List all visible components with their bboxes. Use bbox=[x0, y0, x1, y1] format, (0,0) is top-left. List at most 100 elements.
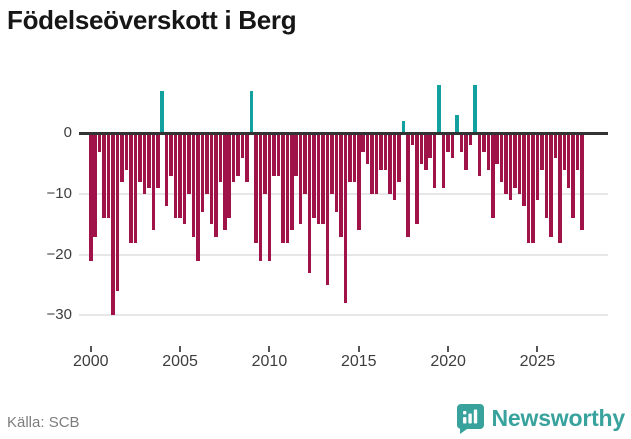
bar-negative bbox=[307, 133, 312, 273]
bar-negative bbox=[571, 133, 575, 219]
bar-negative bbox=[482, 133, 486, 152]
bar-negative bbox=[120, 133, 124, 182]
bar-negative bbox=[281, 133, 285, 243]
bar-negative bbox=[428, 133, 432, 158]
bar-negative bbox=[240, 133, 245, 158]
bar-negative bbox=[267, 133, 272, 261]
x-tick-mark bbox=[357, 346, 360, 352]
bar-negative bbox=[432, 133, 437, 188]
bar-negative bbox=[517, 133, 522, 195]
bar-negative bbox=[343, 133, 348, 304]
bar-negative bbox=[544, 133, 549, 219]
bar-negative bbox=[303, 133, 307, 195]
gridline bbox=[79, 314, 608, 317]
zero-axis-line bbox=[79, 131, 608, 135]
y-tick-label: −20 bbox=[46, 245, 72, 263]
bar-negative bbox=[115, 133, 120, 292]
bar-negative bbox=[245, 133, 249, 182]
bar-negative bbox=[410, 133, 415, 146]
bar-negative bbox=[169, 133, 173, 176]
y-tick-label: 0 bbox=[63, 124, 72, 142]
bar-negative bbox=[187, 133, 191, 195]
gridline bbox=[79, 193, 608, 196]
newsworthy-branding[interactable]: Newsworthy bbox=[456, 402, 625, 434]
bar-negative bbox=[272, 133, 276, 176]
bar-negative bbox=[504, 133, 508, 195]
bar-negative bbox=[263, 133, 267, 195]
bar-negative bbox=[558, 133, 562, 243]
bar-negative bbox=[348, 133, 352, 182]
bar-negative bbox=[365, 133, 370, 164]
bar-positive bbox=[249, 90, 254, 134]
bar-negative bbox=[138, 133, 142, 182]
bar-negative bbox=[111, 133, 115, 316]
bar-negative bbox=[330, 133, 334, 195]
bar-positive bbox=[401, 121, 406, 134]
bar-negative bbox=[486, 133, 491, 170]
x-tick-mark bbox=[89, 346, 92, 352]
bar-positive bbox=[160, 90, 164, 134]
bar-negative bbox=[383, 133, 388, 170]
bar-negative bbox=[522, 133, 526, 207]
bar-negative bbox=[102, 133, 106, 219]
newsworthy-logo-icon bbox=[456, 403, 485, 434]
bar-negative bbox=[191, 133, 196, 237]
bar-negative bbox=[562, 133, 566, 170]
bar-negative bbox=[200, 133, 205, 213]
bar-positive bbox=[473, 84, 477, 134]
bar-negative bbox=[379, 133, 383, 170]
bar-negative bbox=[575, 133, 580, 170]
bar-negative bbox=[513, 133, 517, 188]
bar-negative bbox=[566, 133, 571, 188]
y-tick-label: −30 bbox=[46, 306, 72, 324]
bar-negative bbox=[285, 133, 290, 243]
bar-negative bbox=[147, 133, 151, 188]
bar-negative bbox=[325, 133, 330, 286]
bar-negative bbox=[334, 133, 339, 213]
x-tick-mark bbox=[179, 346, 182, 352]
bar-negative bbox=[214, 133, 218, 237]
bar-negative bbox=[290, 133, 294, 231]
source-caption: Källa: SCB bbox=[7, 414, 80, 431]
bar-negative bbox=[218, 133, 223, 182]
bar-negative bbox=[397, 133, 401, 182]
bar-negative bbox=[388, 133, 392, 195]
bar-negative bbox=[258, 133, 263, 261]
gridline bbox=[79, 253, 608, 256]
bar-negative bbox=[151, 133, 156, 231]
bar-negative bbox=[97, 133, 102, 152]
bar-negative bbox=[142, 133, 147, 195]
bar-negative bbox=[178, 133, 182, 219]
x-tick-mark bbox=[268, 346, 271, 352]
bar-negative bbox=[294, 133, 298, 176]
bar-negative bbox=[553, 133, 558, 158]
bar-negative bbox=[415, 133, 419, 225]
bar-negative bbox=[196, 133, 200, 261]
bar-negative bbox=[227, 133, 231, 219]
bar-negative bbox=[459, 133, 464, 152]
x-tick-mark bbox=[447, 346, 450, 352]
bar-negative bbox=[491, 133, 495, 219]
bar-negative bbox=[298, 133, 303, 225]
bar-negative bbox=[374, 133, 379, 195]
x-tick-label: 2015 bbox=[340, 353, 377, 370]
bar-negative bbox=[446, 133, 450, 152]
x-tick-label: 2010 bbox=[251, 353, 288, 370]
bar-negative bbox=[441, 133, 446, 188]
bar-positive bbox=[437, 84, 441, 134]
bar-negative bbox=[106, 133, 111, 219]
bar-negative bbox=[124, 133, 129, 170]
bar-positive bbox=[455, 115, 459, 134]
bar-negative bbox=[464, 133, 468, 170]
bar-negative bbox=[209, 133, 214, 225]
x-tick-label: 2025 bbox=[519, 353, 556, 370]
bar-negative bbox=[276, 133, 281, 176]
bar-negative bbox=[223, 133, 227, 231]
bar-negative bbox=[540, 133, 544, 170]
bar-negative bbox=[182, 133, 187, 225]
y-tick-label: −10 bbox=[46, 185, 72, 203]
bar-negative bbox=[531, 133, 535, 243]
bar-negative bbox=[499, 133, 504, 182]
bar-negative bbox=[450, 133, 455, 158]
